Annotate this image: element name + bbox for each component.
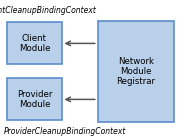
FancyBboxPatch shape xyxy=(7,78,62,120)
Text: Client
Module: Client Module xyxy=(19,34,50,53)
Text: ClientCleanupBindingContext: ClientCleanupBindingContext xyxy=(0,6,96,15)
FancyBboxPatch shape xyxy=(7,22,62,64)
FancyBboxPatch shape xyxy=(98,21,174,122)
Text: Provider
Module: Provider Module xyxy=(17,90,52,109)
Text: ProviderCleanupBindingContext: ProviderCleanupBindingContext xyxy=(4,128,126,136)
Text: Network
Module
Registrar: Network Module Registrar xyxy=(116,57,155,86)
